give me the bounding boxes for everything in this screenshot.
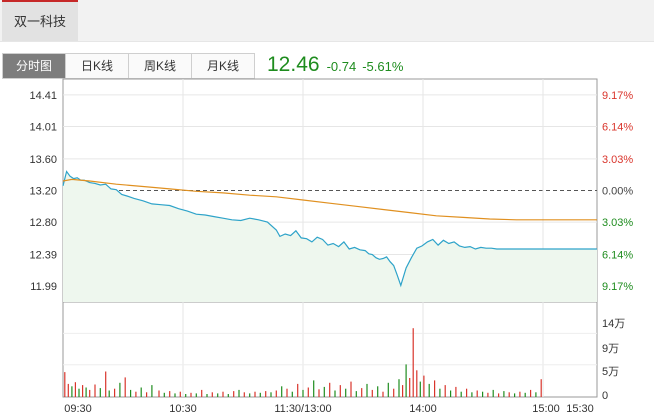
stock-tab-bar: 双一科技 xyxy=(0,0,654,42)
time-tick-label: 15:30 xyxy=(566,403,594,415)
price-tick-label: 13.20 xyxy=(29,186,57,198)
tab-weekly-kline[interactable]: 周K线 xyxy=(129,54,192,78)
price-tick-label: 12.80 xyxy=(29,217,57,229)
pct-tick-label: 3.03% xyxy=(602,217,633,229)
quote-summary: 12.46 -0.74 -5.61% xyxy=(267,53,403,79)
time-tick-label: 10:30 xyxy=(169,403,197,415)
price-tick-label: 11.99 xyxy=(30,281,57,293)
tab-monthly-kline[interactable]: 月K线 xyxy=(192,54,254,78)
pct-tick-label: 9.17% xyxy=(602,90,633,102)
last-price: 12.46 xyxy=(267,53,320,76)
pct-tick-label: 6.14% xyxy=(602,250,633,262)
price-area xyxy=(63,171,597,302)
price-line xyxy=(62,170,597,288)
volume-tick-label: 9万 xyxy=(602,343,619,355)
volume-tick-label: 0 xyxy=(602,390,608,402)
price-change-pct: -5.61% xyxy=(362,59,404,74)
price-change: -0.74 xyxy=(326,59,357,74)
pct-tick-label: 9.17% xyxy=(602,281,633,293)
price-tick-label: 14.01 xyxy=(29,121,57,133)
period-tabs: 分时图 日K线 周K线 月K线 xyxy=(2,53,255,79)
pct-tick-label: 3.03% xyxy=(602,154,633,166)
time-tick-label: 09:30 xyxy=(64,403,92,415)
time-tick-label: 15:00 xyxy=(532,403,560,415)
pct-tick-label: 0.00% xyxy=(602,186,633,198)
time-tick-label: 14:00 xyxy=(409,403,437,415)
tab-intraday[interactable]: 分时图 xyxy=(3,54,66,78)
price-tick-label: 14.41 xyxy=(29,90,57,102)
volume-tick-label: 14万 xyxy=(602,318,625,330)
price-tick-label: 13.60 xyxy=(29,154,57,166)
average-price-line xyxy=(62,178,597,221)
price-tick-label: 12.39 xyxy=(29,250,57,262)
volume-panel-frame xyxy=(62,301,598,398)
stock-tab[interactable]: 双一科技 xyxy=(2,0,78,41)
pct-tick-label: 6.14% xyxy=(602,121,633,133)
tab-daily-kline[interactable]: 日K线 xyxy=(66,54,129,78)
time-tick-label: 11:30/13:00 xyxy=(274,403,331,415)
volume-tick-label: 5万 xyxy=(602,366,619,378)
